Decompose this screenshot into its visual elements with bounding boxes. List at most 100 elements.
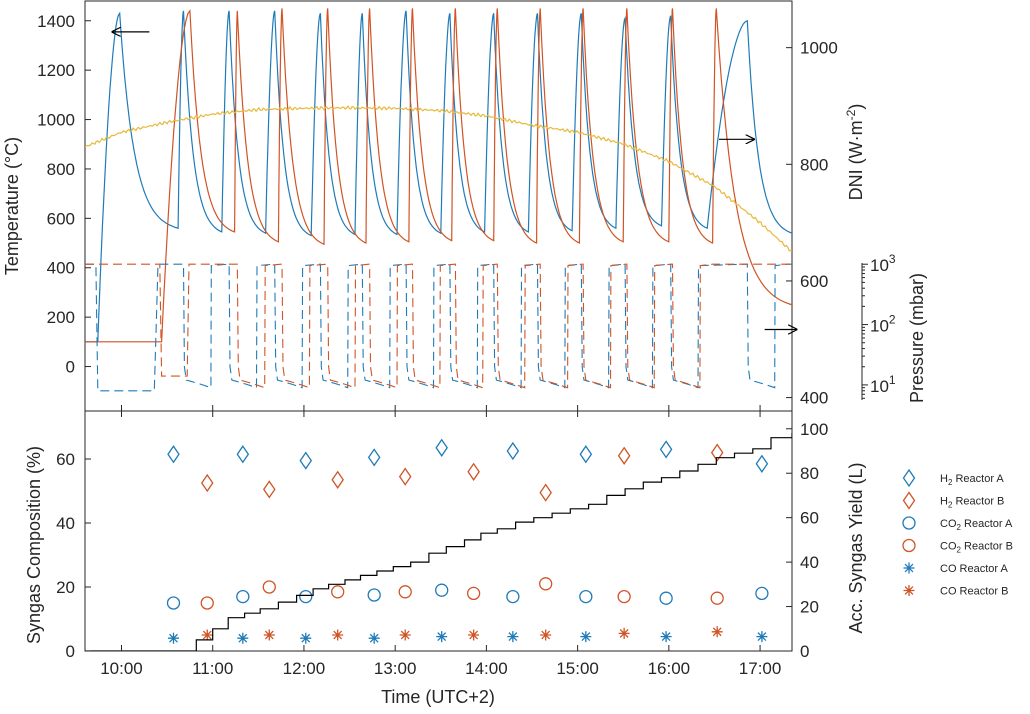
dni-axis-label: DNI (W·m-2) (844, 104, 866, 201)
legend-label: CO Reactor B (940, 586, 1008, 598)
co2-reactor-b-point (466, 586, 481, 601)
dni-label-text: DNI (W·m (846, 120, 866, 200)
temperature-tick-label: 1200 (37, 61, 75, 80)
pressure-tick-label: 102 (870, 313, 896, 336)
legend-label-base: H (940, 496, 948, 508)
h2-reactor-b-point (262, 480, 276, 499)
temperature-tick-label: 800 (47, 160, 75, 179)
legend-label-base: CO (940, 541, 957, 553)
co-reactor-a-point (436, 631, 448, 643)
temperature-tick-label: 1400 (37, 12, 75, 31)
time-axis-label: Time (UTC+2) (381, 687, 495, 707)
pressure-tick-label: 101 (870, 373, 896, 396)
h2-reactor-a-point (167, 445, 180, 464)
dni-axis-ticks: 400 600 800 1000 (786, 39, 838, 408)
yield-axis-label: Acc. Syngas Yield (L) (846, 462, 866, 633)
legend-label-rest: Reactor A (957, 563, 1009, 575)
temperature-tick-label: 0 (66, 358, 75, 377)
legend-marker (902, 516, 916, 530)
dni-line (85, 105, 792, 252)
legend-marker (903, 585, 915, 596)
co-reactor-a-point (756, 631, 768, 643)
co-reactor-a-point (580, 631, 592, 643)
h2-reactor-a-point (579, 445, 593, 464)
co-reactor-a-point (300, 632, 312, 644)
legend-label-rest: Reactor A (952, 473, 1004, 485)
co-reactor-b-point (201, 629, 213, 641)
legend-label-subscript: 2 (948, 478, 953, 487)
pressure-axis: 103 102 101 (861, 252, 896, 400)
bottom-plot-frame (84, 410, 793, 652)
pressure-reactor-b-line (85, 263, 792, 389)
co2-reactor-a-point (367, 588, 381, 602)
legend-label-base: CO (940, 586, 957, 598)
co2-reactor-b-point (398, 585, 412, 599)
pressure-tick-base: 10 (870, 377, 889, 396)
co2-reactor-a-point (166, 596, 181, 610)
co-reactor-a-point (237, 632, 249, 644)
h2-reactor-b-point (331, 470, 344, 489)
time-axis-ticks: 10:00 11:00 12:00 13:00 14:00 15:00 16:00 17:00 (100, 405, 781, 678)
pressure-reactor-a-line (85, 263, 792, 392)
time-tick-label: 13:00 (374, 659, 417, 678)
dni-tick-label: 800 (800, 155, 828, 174)
time-tick-label: 17:00 (739, 659, 782, 678)
composition-tick-label: 20 (56, 578, 75, 597)
yield-tick-label: 100 (800, 420, 828, 439)
yield-tick-label: 20 (800, 598, 819, 617)
co2-reactor-a-point (659, 591, 673, 605)
co-reactor-a-point (507, 631, 519, 643)
composition-tick-label: 0 (66, 642, 75, 661)
legend-label-subscript: 2 (948, 501, 953, 510)
legend-label-rest: Reactor A (961, 518, 1013, 530)
co-reactor-b-point (399, 629, 411, 641)
h2-reactor-b-point (398, 467, 412, 486)
yield-tick-label: 60 (800, 509, 819, 528)
co2-reactor-a-point (435, 583, 449, 597)
yield-axis-ticks: 0 20 40 60 80 100 (786, 420, 828, 661)
co-reactor-b-point (618, 627, 630, 639)
temperature-tick-label: 600 (47, 209, 75, 228)
yield-tick-label: 0 (800, 642, 809, 661)
axis-arrows (112, 32, 796, 330)
co2-reactor-a-point (755, 586, 769, 601)
h2-reactor-b-point (467, 462, 480, 481)
legend-label: CO2 Reactor B (940, 541, 1013, 555)
temperature-axis-ticks: 0 200 400 600 800 1000 1200 1400 (37, 12, 91, 377)
pressure-axis-label: Pressure (mbar) (907, 273, 927, 403)
pressure-tick-base: 10 (870, 256, 889, 275)
co-reactor-b-point (332, 629, 344, 641)
composition-axis-ticks: 0 20 40 60 (56, 450, 91, 661)
composition-axis-label: Syngas Composition (%) (24, 446, 44, 644)
temperature-tick-label: 200 (47, 308, 75, 327)
h2-reactor-b-point (539, 483, 552, 502)
top-plot-area (85, 8, 792, 392)
pressure-tick-base: 10 (870, 317, 889, 336)
yield-tick-label: 80 (800, 464, 819, 483)
pressure-tick-label: 103 (870, 252, 896, 275)
co2-reactor-b-point (539, 577, 553, 591)
co-reactor-b-point (468, 629, 480, 641)
temperature-reactor-a-line (85, 10, 792, 343)
legend-label-base: CO (940, 563, 957, 575)
dni-tick-label: 1000 (800, 39, 838, 58)
time-tick-label: 14:00 (465, 659, 508, 678)
co2-reactor-b-point (617, 589, 631, 604)
legend-label: H2 Reactor A (940, 473, 1004, 487)
dni-tick-label: 400 (800, 389, 828, 408)
legend-label-base: CO (940, 518, 957, 530)
legend-label-rest: Reactor B (952, 496, 1004, 508)
co-reactor-a-point (660, 631, 672, 643)
dni-label-close: ) (846, 104, 866, 110)
time-tick-label: 10:00 (100, 659, 143, 678)
h2-reactor-b-point (710, 443, 724, 462)
co2-reactor-b-point (200, 596, 214, 610)
bottom-panel: 0 20 40 60 0 20 40 60 80 100 10:00 11:00 12:00 13:0… (24, 405, 866, 707)
legend-marker (902, 538, 916, 553)
co2-reactor-a-point (299, 589, 313, 604)
composition-tick-label: 40 (56, 514, 75, 533)
temperature-reactor-b-line (85, 8, 792, 343)
h2-reactor-a-point (659, 440, 673, 459)
